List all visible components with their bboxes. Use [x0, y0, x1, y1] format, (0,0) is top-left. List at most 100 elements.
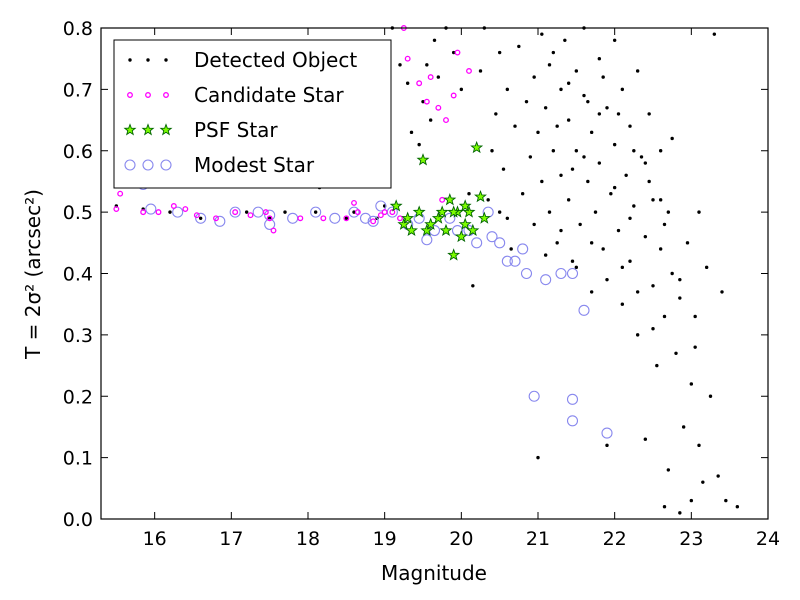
data-point	[612, 142, 617, 147]
data-point	[409, 130, 414, 135]
data-point	[264, 218, 276, 230]
data-point	[612, 185, 617, 190]
data-point	[213, 215, 219, 222]
data-point	[635, 69, 640, 73]
data-point	[471, 237, 483, 249]
data-point	[628, 124, 632, 128]
data-point	[620, 265, 625, 270]
data-point	[486, 231, 498, 243]
data-point	[628, 216, 632, 220]
data-point	[421, 234, 433, 246]
data-point	[655, 363, 659, 368]
y-tick-label: 0.1	[63, 448, 93, 470]
data-point	[155, 209, 162, 216]
legend-marker	[160, 159, 172, 171]
data-point	[520, 267, 533, 280]
data-point	[536, 455, 540, 460]
x-tick-label: 23	[679, 528, 703, 550]
legend-entry: Candidate Star	[127, 83, 344, 107]
data-point	[198, 216, 203, 220]
legend-label: Modest Star	[194, 153, 315, 177]
data-point	[620, 302, 625, 306]
x-tick-label: 16	[143, 528, 167, 550]
data-point	[494, 112, 498, 116]
legend-marker	[141, 123, 155, 136]
data-point	[555, 267, 567, 280]
data-point	[555, 241, 559, 245]
data-point	[172, 206, 184, 218]
data-point	[405, 223, 418, 237]
data-point	[697, 443, 701, 448]
y-tick-label: 0.3	[63, 325, 93, 347]
data-point	[662, 505, 667, 509]
data-point	[229, 206, 241, 218]
data-point	[389, 209, 396, 216]
legend-marker	[128, 58, 132, 62]
data-point	[559, 228, 563, 233]
data-point	[693, 345, 697, 349]
data-point	[458, 199, 472, 212]
data-point	[651, 327, 655, 331]
data-point	[477, 211, 491, 224]
data-point	[574, 265, 579, 270]
data-point	[416, 80, 423, 87]
data-point	[635, 333, 640, 337]
data-point	[670, 136, 674, 141]
data-point	[578, 222, 582, 227]
data-point	[478, 69, 483, 73]
data-point	[232, 209, 239, 216]
legend-marker	[164, 58, 168, 62]
data-point	[681, 425, 686, 429]
data-point	[536, 130, 540, 135]
data-point	[528, 155, 533, 159]
data-point	[462, 205, 476, 218]
data-point	[412, 205, 426, 218]
data-point	[517, 243, 529, 255]
data-point	[543, 106, 548, 110]
x-tick-label: 21	[526, 528, 550, 550]
data-point	[416, 153, 430, 166]
data-point	[597, 56, 602, 61]
data-point	[244, 210, 249, 214]
data-point	[589, 130, 594, 135]
data-point	[397, 217, 411, 230]
data-point	[597, 112, 602, 116]
data-point	[566, 415, 579, 427]
data-point	[689, 498, 694, 503]
data-point	[658, 149, 663, 153]
series-modest-star	[137, 178, 613, 439]
legend-entry: PSF Star	[123, 118, 278, 142]
data-point	[443, 193, 457, 206]
data-point	[540, 179, 544, 184]
legend-label: Candidate Star	[194, 83, 344, 107]
legend-marker	[142, 159, 154, 171]
data-point	[689, 382, 694, 386]
data-point	[359, 212, 372, 224]
data-point	[643, 437, 648, 441]
data-point	[352, 210, 356, 214]
data-point	[117, 190, 124, 197]
data-point	[532, 222, 536, 227]
y-tick-label: 0.8	[63, 18, 93, 40]
data-point	[647, 179, 651, 184]
data-point	[666, 210, 671, 214]
data-point	[466, 223, 480, 237]
data-point	[497, 210, 502, 214]
data-point	[431, 211, 445, 224]
data-point	[720, 290, 724, 294]
legend-marker	[123, 123, 137, 136]
data-point	[381, 209, 388, 216]
data-point	[266, 215, 273, 222]
data-point	[501, 167, 506, 171]
y-tick-label: 0.4	[63, 264, 93, 286]
data-point	[712, 32, 717, 36]
data-point	[620, 87, 625, 92]
data-point	[195, 212, 207, 224]
data-point	[551, 149, 556, 153]
series-candidate-star	[113, 25, 472, 234]
legend-box	[113, 39, 392, 189]
x-tick-label: 18	[296, 528, 320, 550]
data-point	[297, 215, 304, 222]
data-point	[685, 241, 690, 245]
